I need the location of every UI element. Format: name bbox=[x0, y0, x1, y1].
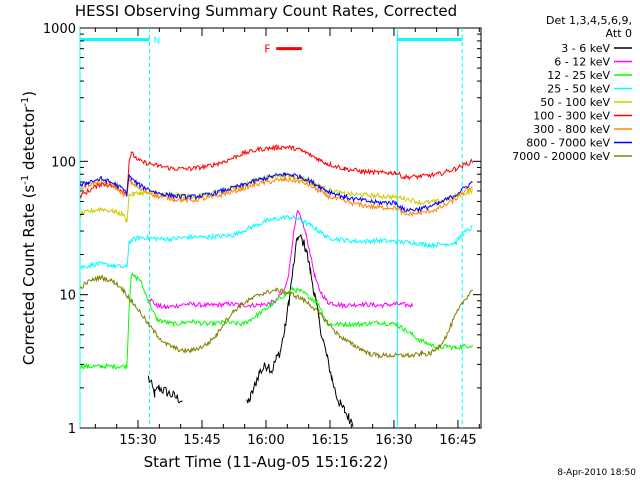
annotations-layer: NF bbox=[154, 36, 302, 56]
x-tick-label-4: 16:15 bbox=[311, 433, 348, 448]
y-label-part-2: detector bbox=[20, 106, 38, 175]
series-3-line-segment-1 bbox=[79, 272, 473, 371]
legend-label-4: 25 - 50 keV bbox=[547, 83, 610, 96]
footer-timestamp: 8-Apr-2010 18:50 bbox=[557, 468, 636, 478]
y-axis: 1 10 100 1000 bbox=[43, 22, 481, 437]
series-7 bbox=[79, 175, 473, 218]
legend-header-line-1: Det 1,3,4,5,6,9, bbox=[546, 14, 632, 27]
series-1 bbox=[147, 233, 354, 427]
annotation-label-N: N bbox=[154, 36, 161, 46]
x-axis: 15:30 15:45 16:00 16:15 16:30 16:45 bbox=[94, 28, 480, 448]
series-8 bbox=[79, 172, 473, 214]
legend-label-5: 50 - 100 keV bbox=[540, 96, 610, 109]
x-tick-label-5: 16:30 bbox=[375, 433, 412, 448]
legend-label-8: 800 - 7000 keV bbox=[526, 137, 610, 150]
y-tick-label-4: 1000 bbox=[43, 22, 76, 37]
series-5-line-segment-1 bbox=[79, 172, 473, 223]
series-2 bbox=[147, 210, 414, 310]
legend-label-3: 12 - 25 keV bbox=[547, 69, 610, 82]
series-layer bbox=[79, 143, 473, 427]
markers-layer bbox=[79, 28, 463, 428]
y-tick-label-1: 1 bbox=[68, 422, 76, 437]
series-4 bbox=[79, 214, 473, 270]
legend-label-6: 100 - 300 keV bbox=[533, 110, 610, 123]
series-6 bbox=[79, 143, 473, 200]
annotation-label-F: F bbox=[264, 43, 270, 56]
legend-label-2: 6 - 12 keV bbox=[554, 56, 610, 69]
series-9-line-segment-1 bbox=[79, 274, 473, 360]
series-6-line-segment-1 bbox=[79, 143, 473, 200]
y-label-sup-1: -1 bbox=[20, 175, 31, 185]
y-axis-label: Corrected Count Rate (s-1 detector-1) bbox=[20, 91, 38, 365]
y-label-sup-2: -1 bbox=[20, 97, 31, 107]
x-tick-label-2: 15:45 bbox=[183, 433, 220, 448]
series-1-line-segment-1 bbox=[147, 375, 183, 404]
series-5 bbox=[79, 172, 473, 223]
x-tick-label-3: 16:00 bbox=[247, 433, 284, 448]
series-4-line-segment-1 bbox=[79, 214, 473, 270]
y-label-part-1: Corrected Count Rate (s bbox=[20, 185, 38, 366]
y-label-part-3: ) bbox=[20, 91, 38, 97]
y-tick-label-2: 10 bbox=[59, 289, 76, 304]
y-tick-label-3: 100 bbox=[51, 155, 76, 170]
series-9 bbox=[79, 274, 473, 360]
series-1-line-segment-2 bbox=[246, 233, 354, 427]
legend-header-line-2: Att 0 bbox=[606, 27, 632, 40]
series-7-line-segment-1 bbox=[79, 175, 473, 218]
x-axis-label: Start Time (11-Aug-05 15:16:22) bbox=[144, 453, 389, 471]
legend-label-7: 300 - 800 keV bbox=[533, 123, 610, 136]
x-tick-label-6: 16:45 bbox=[439, 433, 476, 448]
series-3 bbox=[79, 272, 473, 371]
legend-label-9: 7000 - 20000 keV bbox=[512, 150, 610, 163]
series-8-line-segment-1 bbox=[79, 172, 473, 214]
chart-title: HESSI Observing Summary Count Rates, Cor… bbox=[75, 2, 457, 20]
series-2-line-segment-1 bbox=[147, 210, 414, 310]
legend-label-1: 3 - 6 keV bbox=[561, 42, 610, 55]
x-tick-label-1: 15:30 bbox=[119, 433, 156, 448]
